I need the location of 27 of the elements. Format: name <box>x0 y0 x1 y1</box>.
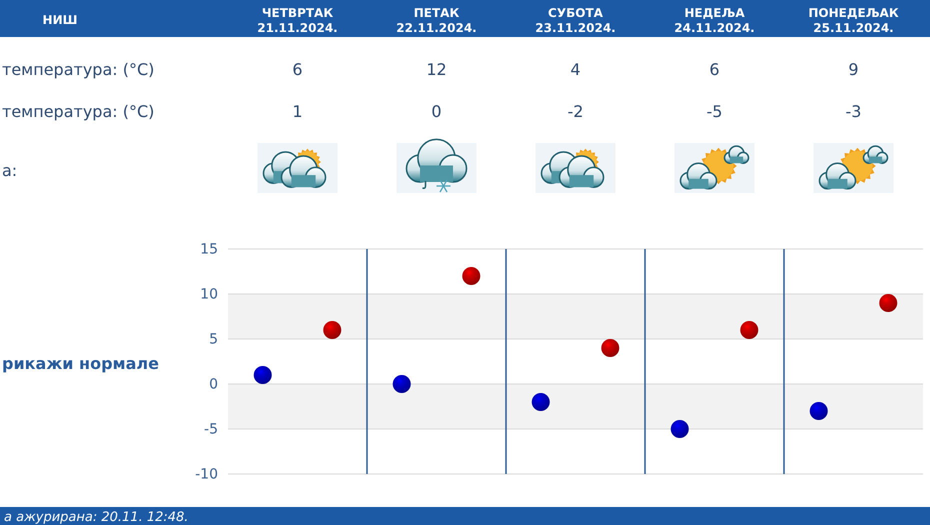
y-tick-label: 15 <box>200 241 218 258</box>
text: НЕДЕЉА 24.11.2024. <box>674 6 755 35</box>
text: ПЕТАК 22.11.2024. <box>396 6 477 35</box>
text: ПОНЕДЕЉАК 25.11.2024. <box>808 6 899 35</box>
data-label: 9 <box>848 60 859 79</box>
data-label: 6 <box>709 60 720 79</box>
y-tick-label: -10 <box>195 466 218 482</box>
text: а: <box>2 161 18 180</box>
data-label: 6 <box>292 60 303 79</box>
y-tick-label: 0 <box>209 376 218 392</box>
data-label: 4 <box>570 60 581 79</box>
y-tick-label: 5 <box>209 331 218 348</box>
data-label: -5 <box>706 102 722 121</box>
text: рикажи нормале <box>2 354 160 373</box>
text: а ажурирана: 20.11. 12:48. <box>4 510 188 525</box>
y-tick-label: -5 <box>204 421 218 438</box>
data-label: 12 <box>426 60 447 79</box>
text: ЧЕТВРТАК 21.11.2024. <box>257 6 338 35</box>
text: СУБОТА 23.11.2024. <box>535 6 616 35</box>
y-tick-label: 10 <box>200 286 218 302</box>
data-label: 0 <box>431 102 442 121</box>
data-label: 1 <box>292 102 303 121</box>
text: температура: (°C) <box>2 102 154 121</box>
text: НИШ <box>42 13 78 27</box>
data-label: -3 <box>846 102 862 121</box>
text: температура: (°C) <box>2 60 154 79</box>
data-label: -2 <box>568 102 584 121</box>
